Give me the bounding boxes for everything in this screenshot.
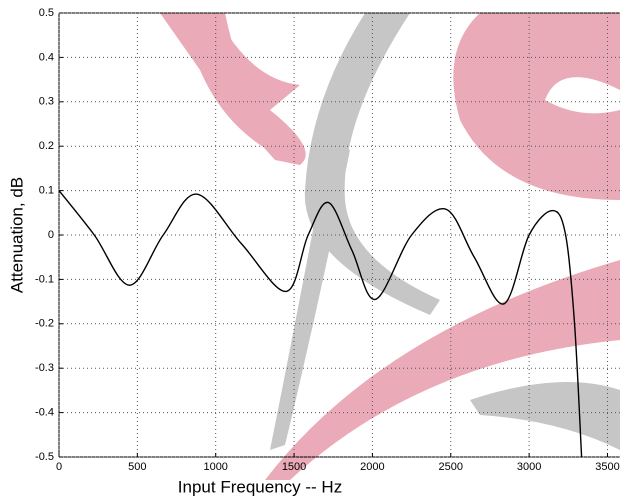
watermark-shape	[265, 260, 620, 480]
x-tick-label: 500	[128, 461, 146, 473]
y-axis-label: Attenuation, dB	[7, 177, 26, 293]
y-tick-label: 0.5	[39, 7, 54, 19]
y-tick-label: -0.3	[35, 362, 54, 374]
x-axis-label: Input Frequency -- Hz	[178, 477, 342, 496]
y-tick-label: -0.2	[35, 318, 54, 330]
y-tick-label: 0	[48, 229, 54, 241]
x-tick-label: 2500	[439, 461, 463, 473]
y-tick-label: -0.4	[35, 407, 54, 419]
x-tick-label: 3500	[595, 461, 619, 473]
watermark-shape	[453, 13, 620, 200]
x-tick-label: 2000	[360, 461, 384, 473]
y-tick-label: 0.1	[39, 185, 54, 197]
y-tick-label: 0.2	[39, 140, 54, 152]
watermark	[160, 13, 620, 480]
watermark-shape	[304, 13, 440, 315]
line-series	[58, 190, 583, 458]
watermark-shape	[190, 13, 300, 165]
x-tick-label: 3000	[517, 461, 541, 473]
y-tick-label: 0.4	[39, 51, 54, 63]
y-tick-label: 0.3	[39, 96, 54, 108]
x-tick-label: 0	[56, 461, 62, 473]
y-tick-label: -0.5	[35, 451, 54, 463]
watermark-shape	[270, 140, 350, 450]
y-tick-label: -0.1	[35, 273, 54, 285]
x-tick-label: 1500	[282, 461, 306, 473]
watermark-shape	[470, 382, 620, 450]
x-tick-label: 1000	[203, 461, 227, 473]
